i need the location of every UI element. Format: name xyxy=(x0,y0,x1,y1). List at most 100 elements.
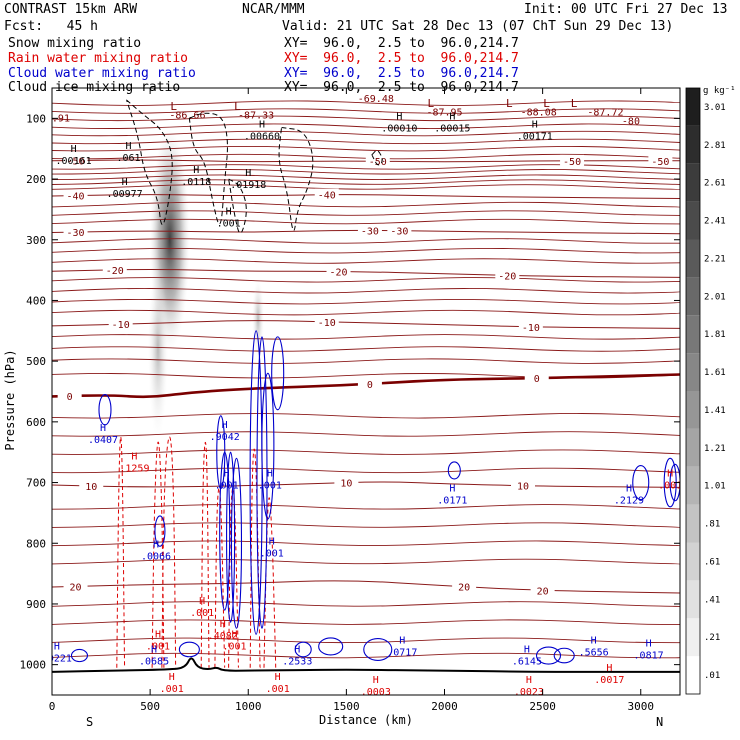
rain-contour xyxy=(249,448,261,669)
rain-max-marker: H xyxy=(169,672,175,683)
cloud-max-marker: H xyxy=(269,537,275,548)
x-tick-label: 2500 xyxy=(529,700,556,713)
cloud-max-marker: H xyxy=(294,645,300,656)
y-tick-label: 600 xyxy=(26,416,46,429)
colorbar-band xyxy=(686,315,700,354)
cloud-water-contour xyxy=(98,393,112,426)
temperature-contour-minor xyxy=(52,164,680,170)
cloud-max-marker: H xyxy=(54,642,60,653)
contour-label-bg xyxy=(365,155,390,167)
temperature-contour-minor xyxy=(52,130,680,137)
colorbar-tick-label: .61 xyxy=(704,557,720,567)
y-tick-label: 800 xyxy=(26,537,46,550)
contour-label-bg xyxy=(314,315,339,327)
temperature-contour xyxy=(52,194,680,199)
cloud-max-label: .001 xyxy=(260,549,284,560)
rain-max-label: .1259 xyxy=(119,464,149,475)
rain-max-marker: H xyxy=(131,452,137,463)
temperature-extreme-label: -87.72 xyxy=(587,107,623,118)
cloud-water-contour xyxy=(230,457,243,629)
rain-max-marker: H xyxy=(275,672,281,683)
rain-max-marker: H xyxy=(606,663,612,674)
contour-label-bg xyxy=(63,189,88,201)
contour-label-bg xyxy=(648,154,673,166)
temperature-contour-minor xyxy=(52,346,680,352)
cloud-max-marker: H xyxy=(524,645,530,656)
snow-max-label: .00171 xyxy=(517,132,553,143)
rain-max-marker: H xyxy=(220,619,226,630)
contour-label-bg xyxy=(102,263,127,275)
colorbar-band xyxy=(686,125,700,164)
snow-max-marker: H xyxy=(226,206,232,217)
temperature-extreme-label: -86.66 xyxy=(169,110,205,121)
cloud-max-label: .5656 xyxy=(579,647,609,658)
cloud-max-marker: H xyxy=(626,484,632,495)
contour-label: 0 xyxy=(534,374,540,385)
contour-label-bg xyxy=(560,154,585,166)
y-tick-label: 500 xyxy=(26,355,46,368)
rain-max-marker: H xyxy=(199,596,205,607)
contour-label: -10 xyxy=(112,320,130,331)
temperature-contour xyxy=(52,320,680,329)
rain-max-label: .0017 xyxy=(594,675,624,686)
rain-contour xyxy=(161,436,177,668)
cloud-max-marker: H xyxy=(224,469,230,480)
y-tick-label: 200 xyxy=(26,173,46,186)
snow-max-label: .00010 xyxy=(381,124,417,135)
y-tick-label: 1000 xyxy=(20,659,47,672)
contour-label-bg xyxy=(387,224,412,236)
contour-label: -30 xyxy=(390,227,408,238)
cloud-max-marker: H xyxy=(153,540,159,551)
colorbar-tick-label: 2.81 xyxy=(704,141,726,151)
temperature-contour xyxy=(52,269,680,278)
contour-label: -20 xyxy=(329,267,347,278)
cloud-water-contour xyxy=(294,641,312,658)
x-tick-label: 2000 xyxy=(431,700,458,713)
snow-max-label: .001 xyxy=(217,218,241,229)
snow-shading-lower xyxy=(147,259,168,440)
colorbar-tick-label: 1.01 xyxy=(704,482,726,492)
temperature-contour-minor xyxy=(52,184,680,190)
x-tick-label: 0 xyxy=(49,700,56,713)
colorbar-tick-label: .81 xyxy=(704,520,720,530)
snow-contour xyxy=(278,126,314,231)
x-tick-label: 500 xyxy=(140,700,160,713)
cloud-water-contour xyxy=(363,637,393,661)
legend-snow-xy: XY= 96.0, 2.5 to 96.0,214.7 xyxy=(284,36,519,51)
cloud-max-label: .9042 xyxy=(210,432,240,443)
snow-max-marker: H xyxy=(449,112,455,123)
snow-max-label: .00015 xyxy=(434,124,470,135)
rain-max-label: .001 xyxy=(160,684,184,695)
organization: NCAR/MMM xyxy=(242,2,305,17)
temperature-contour-minor xyxy=(52,179,680,185)
contour-label: -50 xyxy=(67,157,85,168)
legend-rain-xy: XY= 96.0, 2.5 to 96.0,214.7 xyxy=(284,51,519,66)
contour-label: -50 xyxy=(563,157,581,168)
contour-label-bg xyxy=(63,154,88,166)
rain-max-label: .001 xyxy=(190,608,214,619)
temperature-contour-minor xyxy=(52,298,680,305)
snow-max-label: .00977 xyxy=(107,189,143,200)
contour-label: -50 xyxy=(369,157,387,168)
contour-label: -40 xyxy=(67,192,85,203)
temperature-contour-minor xyxy=(52,309,680,316)
model-title: CONTRAST 15km ARW xyxy=(4,2,138,17)
contour-label: 20 xyxy=(70,582,82,593)
y-tick-label: 700 xyxy=(26,477,46,490)
low-marker: L xyxy=(427,97,434,110)
cloud-water-contour xyxy=(318,637,344,656)
temperature-contour-minor xyxy=(52,652,680,659)
temperature-contour-minor xyxy=(52,201,680,208)
temperature-contour-minor xyxy=(52,467,680,474)
rain-max-label: .0023 xyxy=(514,687,544,698)
north-end-label: N xyxy=(656,715,663,729)
low-marker: L xyxy=(571,97,578,110)
colorbar-band xyxy=(686,277,700,316)
rain-max-label: .4082 xyxy=(208,631,238,642)
cloud-max-label: .0685 xyxy=(139,657,169,668)
contour-label-bg xyxy=(511,479,535,491)
temperature-contour-minor xyxy=(52,108,680,114)
rain-max-marker: H xyxy=(231,629,237,640)
rain-contour xyxy=(214,487,226,668)
rain-contour xyxy=(116,436,126,668)
